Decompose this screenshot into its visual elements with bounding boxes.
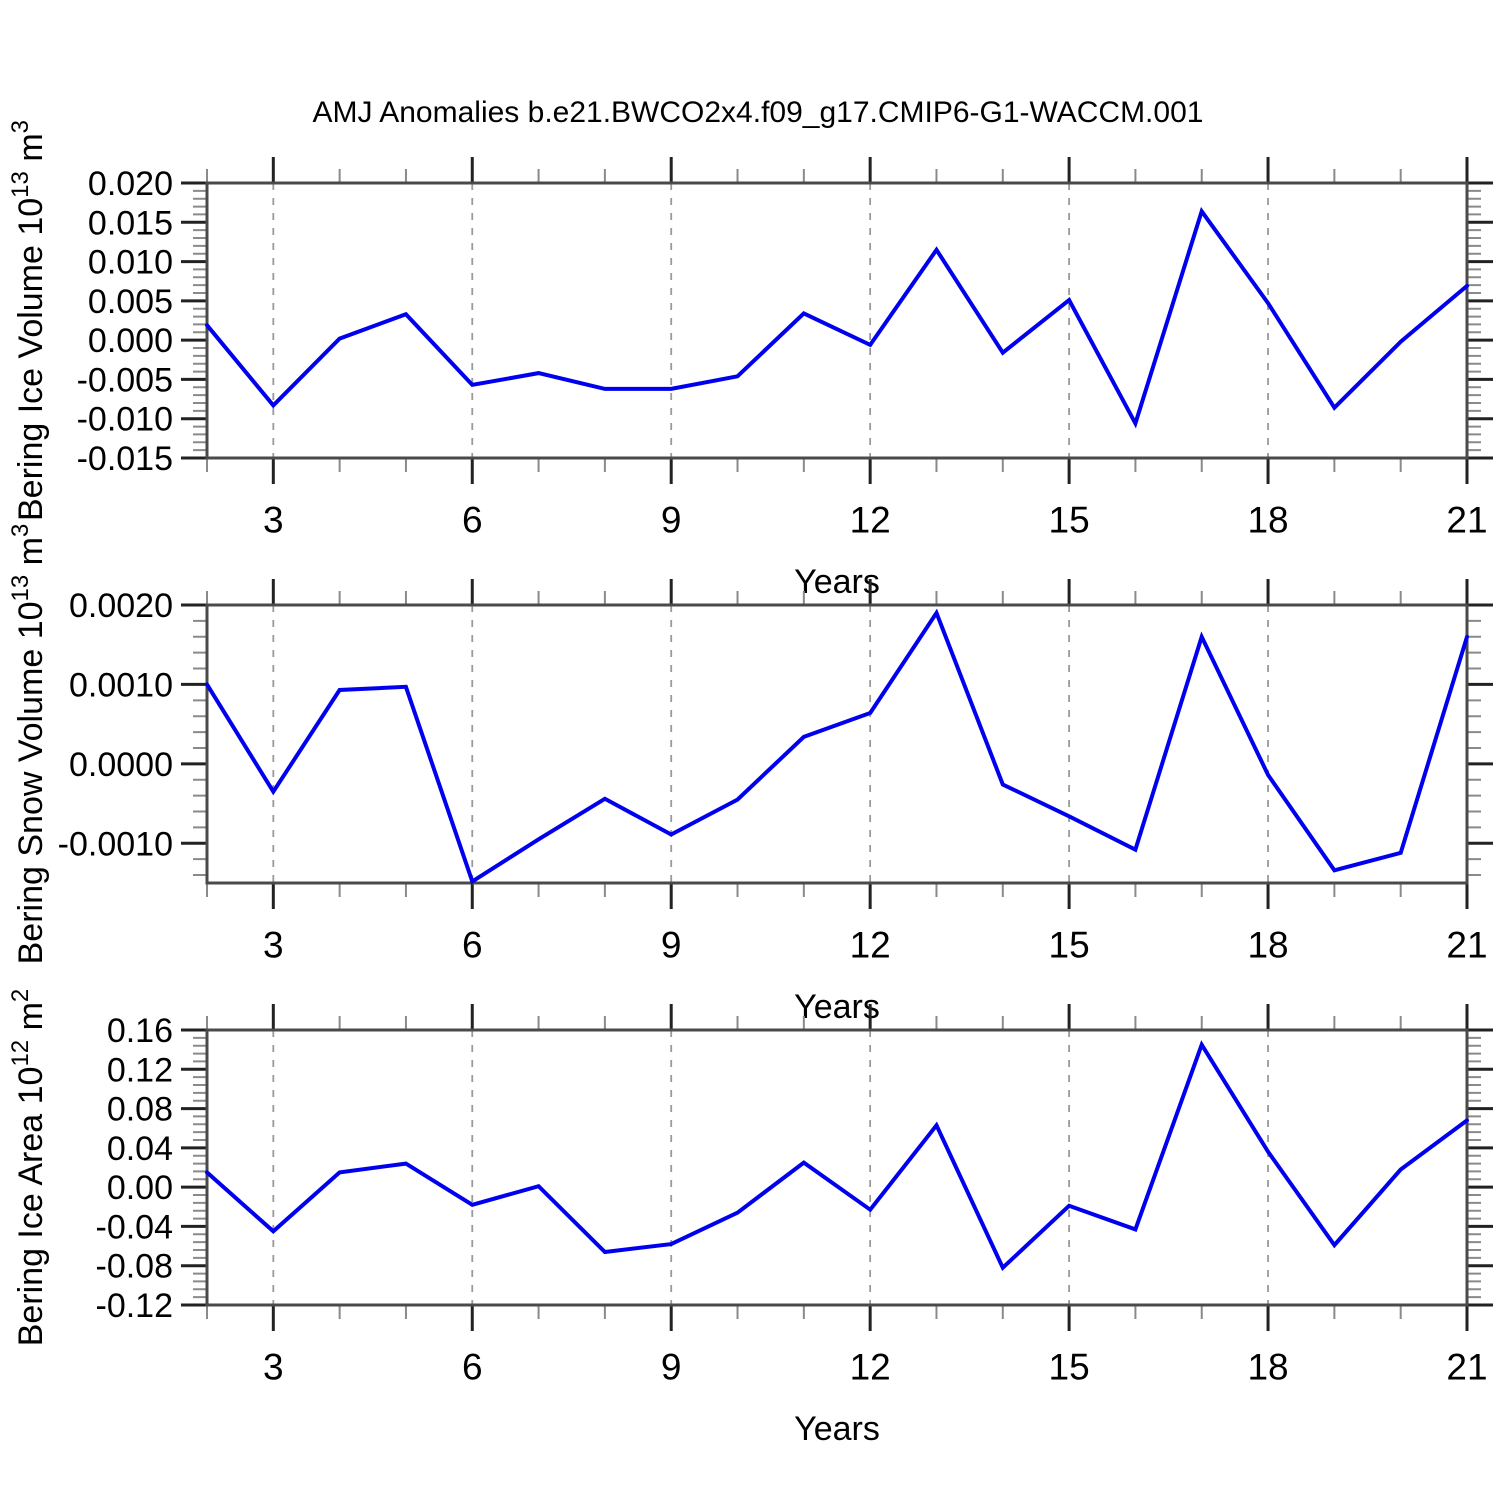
minor-ticks [193, 591, 1481, 897]
x-tick-label: 15 [1049, 925, 1090, 966]
panel-bering-ice-area: 0.160.120.080.040.00-0.04-0.08-0.12 3 6 9 12… [7, 989, 1493, 1448]
y-tick-label: 0.0020 [69, 587, 173, 625]
x-tick-label: 3 [263, 925, 284, 966]
y-tick-label: 0.015 [88, 204, 173, 242]
figure-title: AMJ Anomalies b.e21.BWCO2x4.f09_g17.CMIP… [313, 96, 1204, 129]
plot-box [205, 181, 1469, 460]
x-tick-label: 12 [850, 925, 891, 966]
x-tick-label: 15 [1049, 500, 1090, 541]
x-tick-label: 9 [661, 500, 682, 541]
x-tick-label: 9 [661, 925, 682, 966]
x-tick-label: 9 [661, 1347, 682, 1388]
y-tick-label: 0.020 [88, 165, 173, 203]
x-tick-label: 6 [462, 925, 483, 966]
data-line-bering-snow-volume [205, 608, 1469, 885]
x-tick-label: 15 [1049, 1347, 1090, 1388]
x-axis-title: Years [794, 563, 880, 601]
minor-ticks [193, 1016, 1481, 1319]
y-tick-label: -0.015 [77, 440, 173, 478]
data-line-bering-ice-area [205, 1040, 1469, 1272]
y-tick-label: 0.000 [88, 322, 173, 360]
x-tick-label: 18 [1247, 500, 1288, 541]
x-tick-label: 6 [462, 1347, 483, 1388]
gridlines [272, 183, 1269, 458]
x-axis-title: Years [794, 1410, 880, 1448]
y-axis-title: Bering Snow Volume 1013 m3 [7, 524, 50, 965]
y-axis-title: Bering Ice Area 1012 m2 [7, 989, 50, 1347]
y-tick-label: 0.010 [88, 244, 173, 282]
y-axis-title: Bering Ice Volume 1013 m3 [7, 120, 50, 521]
y-tick-label: 0.00 [107, 1169, 173, 1207]
y-tick-label: 0.0010 [69, 666, 173, 704]
y-tick-label: -0.005 [77, 361, 173, 399]
y-tick-label: 0.08 [107, 1091, 173, 1129]
x-tick-label: 3 [263, 1347, 284, 1388]
plot-box [205, 1028, 1469, 1307]
x-tick-label: 12 [850, 1347, 891, 1388]
data-line-bering-ice-volume [205, 206, 1469, 429]
y-tick-label: -0.12 [96, 1287, 174, 1325]
major-ticks [181, 1004, 1493, 1331]
minor-ticks [193, 169, 1481, 472]
y-tick-label: 0.16 [107, 1012, 173, 1050]
y-tick-label: -0.010 [77, 401, 173, 439]
y-tick-label: 0.04 [107, 1130, 173, 1168]
x-tick-label: 18 [1247, 1347, 1288, 1388]
x-tick-label: 3 [263, 500, 284, 541]
y-tick-label: 0.005 [88, 283, 173, 321]
x-tick-label: 6 [462, 500, 483, 541]
x-tick-label: 21 [1446, 500, 1487, 541]
x-tick-label: 21 [1446, 925, 1487, 966]
x-axis-title: Years [794, 988, 880, 1026]
y-tick-label: 0.12 [107, 1051, 173, 1089]
x-tick-label: 12 [850, 500, 891, 541]
x-tick-label: 21 [1446, 1347, 1487, 1388]
panel-bering-ice-volume: 0.0200.0150.0100.0050.000-0.005-0.010-0.… [7, 120, 1493, 601]
y-tick-label: 0.0000 [69, 746, 173, 784]
y-tick-label: -0.08 [96, 1248, 174, 1286]
x-tick-label: 18 [1247, 925, 1288, 966]
major-ticks [181, 579, 1493, 909]
y-tick-label: -0.0010 [58, 825, 173, 863]
major-ticks [181, 157, 1493, 484]
y-tick-label: -0.04 [96, 1208, 174, 1246]
plot-box [205, 603, 1469, 885]
panel-bering-snow-volume: 0.0020 0.0010 0.0000 -0.0010 3 6 9 12 15 18 21 Year… [7, 524, 1493, 1026]
gridlines [272, 1030, 1269, 1305]
